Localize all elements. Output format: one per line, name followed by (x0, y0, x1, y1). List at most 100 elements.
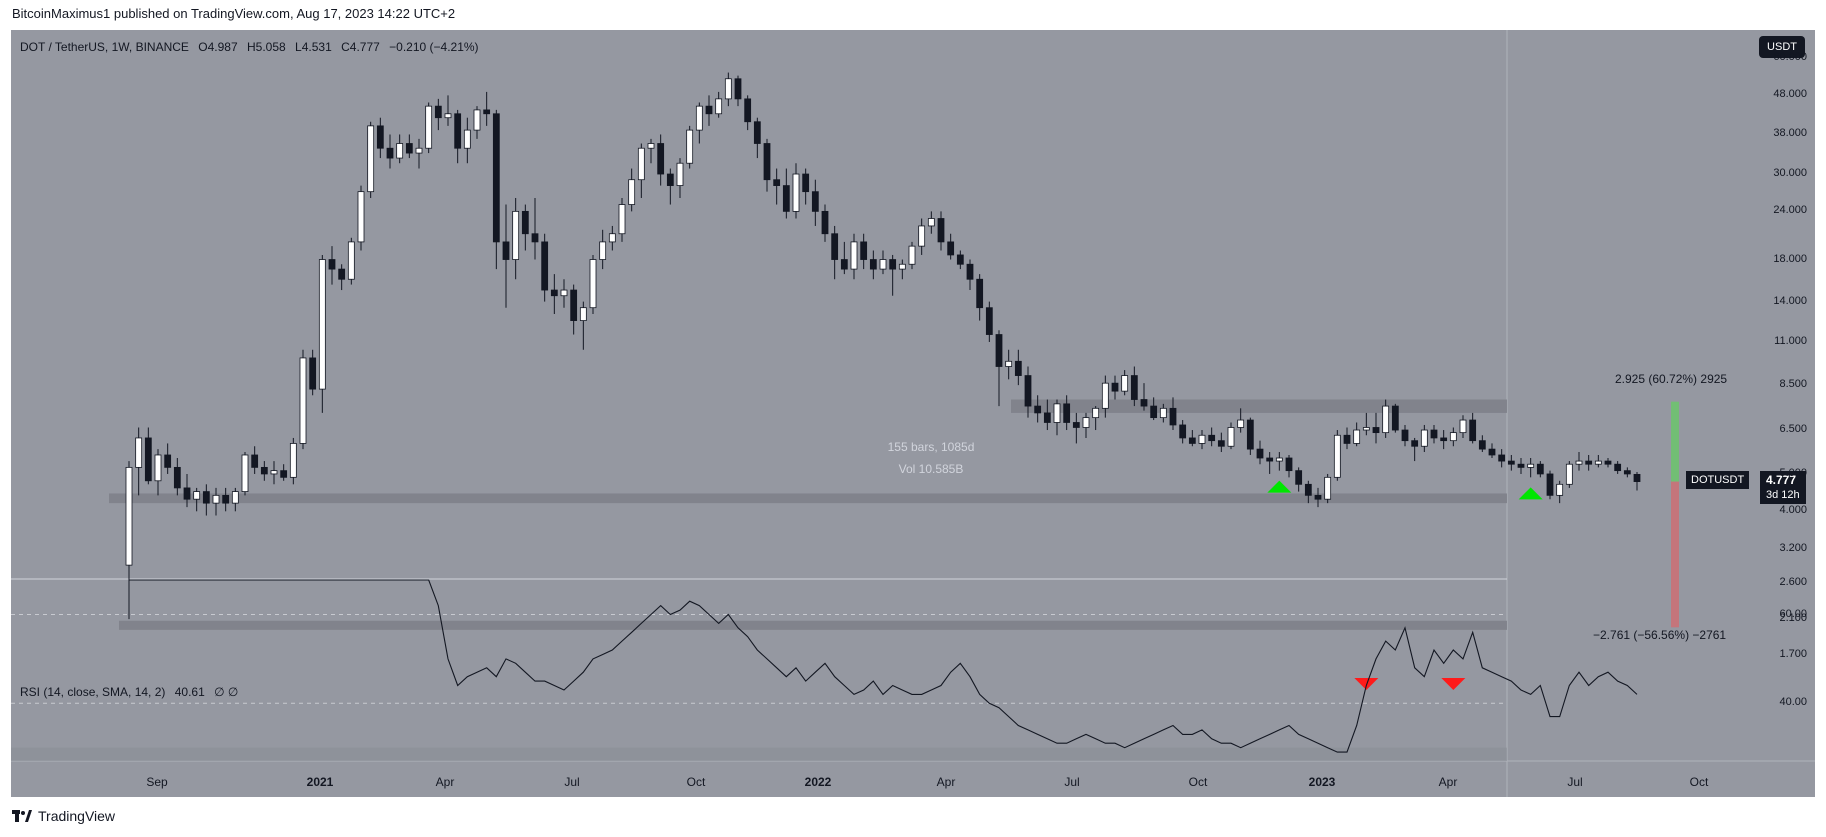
rsi-tick: 40.00 (1779, 696, 1807, 709)
price-tick: 30.000 (1773, 167, 1807, 180)
candle-down (386, 147, 394, 159)
measure-down-bar (1671, 481, 1679, 628)
candle-down (705, 105, 713, 115)
time-tick: Apr (435, 775, 455, 789)
candle-down (1266, 457, 1274, 462)
rsi-line (129, 579, 1638, 753)
candle-up (850, 241, 858, 270)
time-tick: 2021 (306, 775, 334, 789)
candle-down (376, 125, 384, 149)
rsi-header: RSI (14, close, SMA, 14, 2) 40.61 ∅ ∅ (20, 685, 238, 699)
price-tick: 14.000 (1773, 294, 1807, 307)
range-bars-label: 155 bars, 1085d (887, 440, 975, 454)
footer-brand: TradingView (12, 808, 115, 824)
candle-down (976, 278, 984, 309)
ohlc-h-label: H (247, 40, 256, 54)
chart-panel[interactable]: DOT / TetherUS, 1W, BINANCE O4.987 H5.05… (11, 30, 1815, 797)
candle-down (338, 268, 346, 280)
candle-down (947, 241, 955, 256)
candle-down (531, 233, 539, 243)
candle-up (154, 454, 162, 482)
candle-down (753, 121, 761, 144)
candle-down (1150, 405, 1158, 419)
candle-down (1430, 429, 1438, 439)
chart-svg[interactable] (11, 30, 1815, 797)
time-tick: Oct (686, 775, 706, 789)
time-tick: Oct (1188, 775, 1208, 789)
candle-up (1449, 432, 1457, 442)
candle-up (1333, 434, 1341, 478)
candle-up (715, 98, 723, 115)
candle-up (1420, 429, 1428, 447)
candle-down (1517, 463, 1525, 468)
ohlc-h-value: 5.058 (255, 40, 286, 54)
time-tick: 2022 (804, 775, 832, 789)
candle-down (1401, 429, 1409, 442)
ohlc-o-label: O (198, 40, 208, 54)
candle-down (1285, 457, 1293, 472)
ohlc-c: C4.777 (341, 40, 380, 54)
candle-down (1179, 424, 1187, 439)
candle-down (502, 241, 510, 260)
candle-down (889, 259, 897, 270)
candle-up (1227, 427, 1235, 447)
candle-up (299, 357, 307, 444)
candle-up (318, 259, 326, 390)
candle-down (222, 494, 230, 504)
candle-up (231, 491, 239, 504)
candle-down (1536, 463, 1544, 475)
candle-up (1053, 403, 1061, 423)
candle-up (1556, 483, 1564, 496)
candle-up (1275, 457, 1283, 462)
candle-up (676, 162, 684, 186)
candle-up (628, 179, 636, 205)
candle-up (618, 204, 626, 235)
candle-down (1072, 422, 1080, 428)
symbol-title[interactable]: DOT / TetherUS, 1W, BINANCE (20, 40, 189, 54)
price-tick: 11.000 (1774, 334, 1807, 347)
tradingview-logo-icon (12, 810, 32, 822)
candle-down (202, 491, 210, 504)
candle-down (550, 289, 558, 297)
time-tick: Oct (1689, 775, 1709, 789)
rsi-lower-shade (11, 747, 1507, 761)
candle-down (251, 454, 259, 468)
candle-up (927, 218, 935, 227)
candle-down (434, 105, 442, 119)
candle-up (637, 147, 645, 181)
ohlc-change: −0.210 (−4.21%) (389, 40, 479, 54)
candle-down (405, 143, 413, 154)
candle-up (1324, 476, 1332, 500)
price-tick: 6.500 (1779, 423, 1807, 436)
candle-down (763, 143, 771, 181)
candle-up (193, 491, 201, 500)
candle-down (492, 113, 500, 243)
candle-up (367, 125, 375, 193)
candle-up (1382, 405, 1390, 434)
candle-up (1092, 407, 1100, 419)
candle-up (1527, 463, 1535, 468)
candle-up (347, 241, 355, 280)
candle-down (483, 109, 491, 115)
price-tick: 2.600 (1779, 576, 1807, 589)
rsi-label[interactable]: RSI (14, close, SMA, 14, 2) (20, 685, 166, 699)
candle-up (1237, 419, 1245, 428)
candle-up (898, 263, 906, 270)
symbol-tag: DOTUSDT (1686, 471, 1750, 489)
candle-down (1633, 473, 1641, 482)
last-price-tag: 4.777 3d 12h (1760, 471, 1806, 504)
footer-brand-text: TradingView (38, 808, 116, 824)
candle-down (937, 218, 945, 243)
candle-up (212, 494, 220, 504)
ohlc-c-label: C (341, 40, 350, 54)
candle-up (1005, 360, 1013, 367)
candle-down (1391, 405, 1399, 431)
price-tick: 2.100 (1779, 612, 1807, 625)
candle-down (521, 210, 529, 235)
candle-up (599, 241, 607, 260)
candle-up (289, 443, 297, 478)
price-tick: 38.000 (1773, 127, 1807, 140)
currency-button[interactable]: USDT (1759, 36, 1805, 58)
candle-up (879, 259, 887, 270)
candle-down (1043, 412, 1051, 423)
